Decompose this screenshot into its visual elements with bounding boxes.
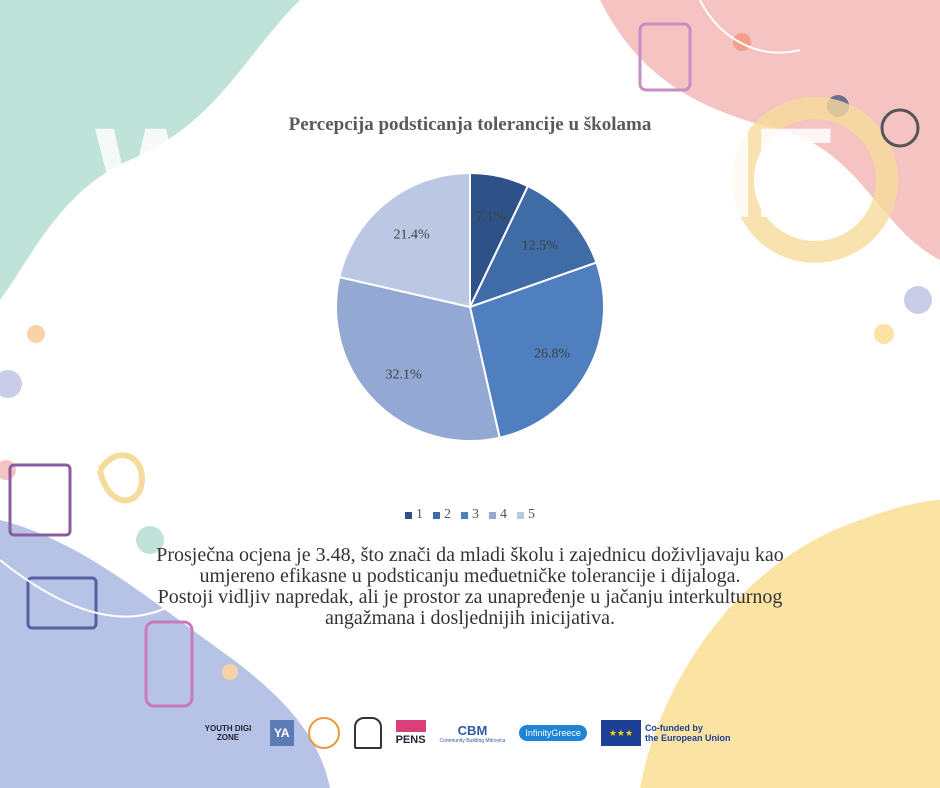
data-label-3: 26.8% xyxy=(534,346,571,361)
summary-paragraph-2: Postoji vidljiv napredak, ali je prostor… xyxy=(157,586,783,629)
eu-line-1: Co-funded by xyxy=(644,723,703,733)
pie-slice-4 xyxy=(335,275,501,442)
partner-logos: YOUTH DIGI ZONE YA PENS CBM Community Bu… xyxy=(200,708,760,758)
pie-chart: 7.1% 12.5% 26.8% 32.1% 21.4% xyxy=(335,171,605,442)
pie-slice-2 xyxy=(468,184,598,309)
summary-paragraph-1: Prosječna ocjena je 3.48, što znači da m… xyxy=(156,544,784,587)
data-label-5: 21.4% xyxy=(393,228,430,243)
yia-logo: YA xyxy=(270,720,294,746)
legend-label-4: 4 xyxy=(500,507,507,522)
pie-slice-5 xyxy=(338,171,471,309)
data-label-4: 32.1% xyxy=(386,367,423,382)
pens-logo: PENS xyxy=(395,720,426,746)
legend-item-5: 5 xyxy=(517,507,535,523)
legend-swatch-3 xyxy=(461,511,468,519)
cbm-logo-subtitle: Community Building Mitrovica xyxy=(439,737,506,744)
legend-label-3: 3 xyxy=(472,507,479,522)
cbm-logo-title: CBM xyxy=(457,722,488,738)
infinity-greece-logo: InfinityGreece xyxy=(519,725,587,741)
legend-label-2: 2 xyxy=(444,507,451,522)
eu-logo: ★★★ Co-funded by the European Union xyxy=(600,720,731,746)
legend-item-1: 1 xyxy=(405,507,423,523)
data-label-2: 12.5% xyxy=(522,238,559,253)
figure-logo xyxy=(353,717,382,749)
data-label-1: 7.1% xyxy=(476,210,506,225)
legend-item-4: 4 xyxy=(489,507,507,523)
pie-slice-3 xyxy=(468,261,605,439)
legend-item-3: 3 xyxy=(461,507,479,523)
legend-swatch-4 xyxy=(489,511,496,519)
watermark-right: ME xyxy=(650,102,838,245)
eu-funding-text: Co-funded by the European Union xyxy=(645,723,731,743)
chart-legend: 1 2 3 4 5 xyxy=(360,507,580,523)
legend-swatch-5 xyxy=(517,511,524,519)
eu-line-2: the European Union xyxy=(644,733,731,743)
legend-item-2: 2 xyxy=(433,507,451,523)
legend-label-1: 1 xyxy=(416,507,423,522)
legend-swatch-2 xyxy=(433,511,440,519)
chart-title: Percepcija podsticanja tolerancije u ško… xyxy=(288,114,652,135)
eu-flag-icon: ★★★ xyxy=(600,720,641,746)
people-logo xyxy=(307,717,340,749)
legend-label-5: 5 xyxy=(528,507,535,522)
cbm-logo: CBM Community Building Mitrovica xyxy=(440,723,506,744)
youth-digi-zone-logo: YOUTH DIGI ZONE xyxy=(204,724,252,742)
legend-swatch-1 xyxy=(405,511,412,519)
summary-text: Prosječna ocjena je 3.48, što znači da m… xyxy=(150,545,790,629)
watermark-left: W xyxy=(95,102,216,245)
